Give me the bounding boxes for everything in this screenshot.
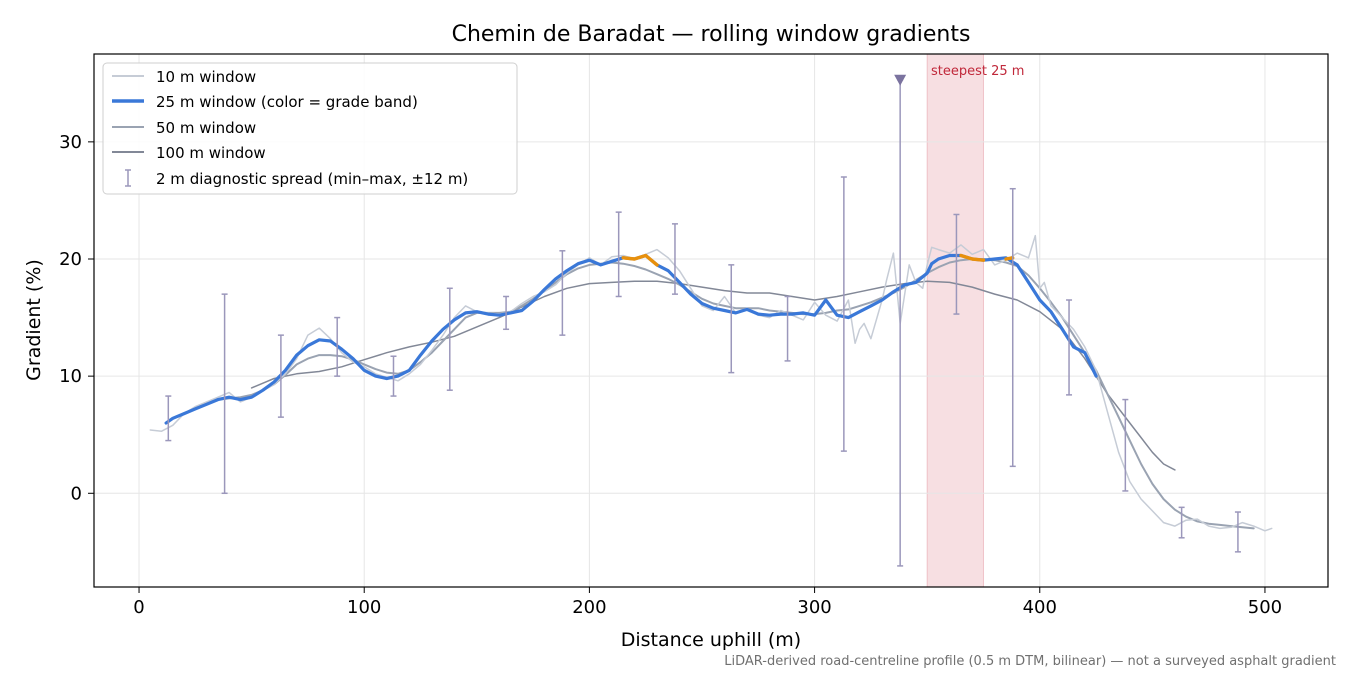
errorbar bbox=[559, 250, 566, 336]
chart-title: Chemin de Baradat — rolling window gradi… bbox=[452, 22, 971, 47]
series-line-w25-steep-segment bbox=[621, 253, 659, 267]
errorbar bbox=[728, 264, 735, 374]
errorbar bbox=[671, 223, 678, 295]
errorbar bbox=[390, 355, 397, 397]
errorbar bbox=[446, 287, 453, 391]
legend-box bbox=[102, 62, 518, 195]
y-tick-label: 30 bbox=[59, 132, 82, 153]
y-tick-label: 0 bbox=[71, 483, 82, 504]
series-layer bbox=[149, 234, 1273, 532]
axis-layer: 0 100 200 300 400 500 0 10 20 30 bbox=[59, 132, 1282, 618]
legend-entry-50m: 50 m window bbox=[156, 119, 256, 137]
series-line-w10 bbox=[149, 234, 1273, 532]
series-line-w50 bbox=[194, 258, 1255, 530]
x-tick-label: 0 bbox=[133, 597, 144, 618]
series-line-w25-steep-segment bbox=[1004, 256, 1015, 261]
x-tick-label: 200 bbox=[572, 597, 606, 618]
y-axis-label: Gradient (%) bbox=[23, 259, 45, 381]
series-line-w100 bbox=[250, 280, 1176, 471]
errorbar bbox=[1066, 299, 1073, 396]
y-tick-label: 10 bbox=[59, 366, 82, 387]
legend-entry-100m: 100 m window bbox=[156, 144, 266, 162]
outlier-marker bbox=[894, 74, 907, 86]
legend: 10 m window 25 m window (color = grade b… bbox=[102, 62, 518, 195]
x-tick-label: 400 bbox=[1023, 597, 1057, 618]
highlight-layer bbox=[926, 53, 984, 588]
errorbar bbox=[615, 211, 622, 298]
errorbar-layer bbox=[165, 74, 1241, 567]
y-tick-label: 20 bbox=[59, 249, 82, 270]
x-axis-label: Distance uphill (m) bbox=[621, 629, 801, 651]
steepest-highlight-band bbox=[926, 53, 984, 588]
errorbar bbox=[221, 293, 228, 495]
legend-swatch-errorbar bbox=[125, 169, 131, 187]
legend-entry-25m: 25 m window (color = grade band) bbox=[156, 93, 418, 111]
x-tick-label: 500 bbox=[1248, 597, 1282, 618]
legend-entry-10m: 10 m window bbox=[156, 68, 256, 86]
errorbar bbox=[840, 176, 847, 452]
errorbar bbox=[334, 316, 341, 377]
x-tick-label: 300 bbox=[797, 597, 831, 618]
errorbar bbox=[1178, 506, 1185, 539]
errorbar bbox=[1234, 511, 1241, 553]
errorbar bbox=[165, 395, 172, 442]
errorbar bbox=[1009, 187, 1016, 468]
errorbar bbox=[1122, 398, 1129, 492]
plot-frame bbox=[93, 53, 1329, 588]
series-line-w25-steep-segment bbox=[959, 253, 986, 262]
errorbar bbox=[277, 334, 284, 418]
errorbar bbox=[953, 213, 960, 315]
errorbar bbox=[503, 295, 510, 331]
x-tick-label: 100 bbox=[347, 597, 381, 618]
highlight-label: steepest 25 m bbox=[931, 64, 1024, 79]
errorbar bbox=[784, 295, 791, 362]
grid-layer bbox=[94, 54, 1328, 587]
legend-entry-errorbar: 2 m diagnostic spread (min–max, ±12 m) bbox=[156, 170, 468, 188]
footnote: LiDAR-derived road-centreline profile (0… bbox=[724, 654, 1336, 669]
